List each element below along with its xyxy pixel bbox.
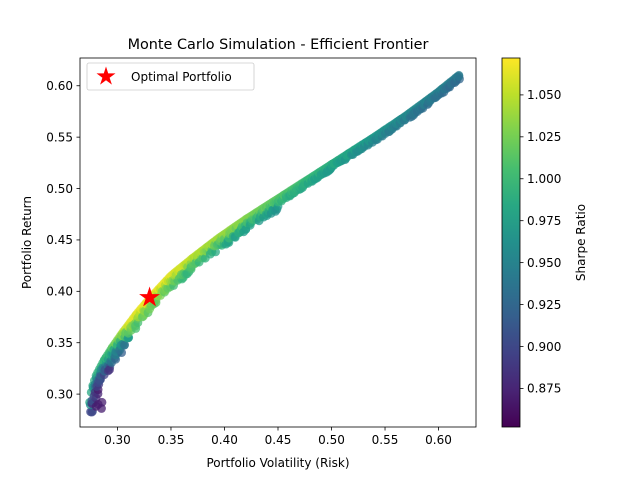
legend-entry-optimal-portfolio: Optimal Portfolio — [131, 70, 232, 84]
x-tick-label: 0.40 — [211, 433, 238, 447]
colorbar-tick-label: 1.000 — [527, 172, 561, 186]
colorbar-label: Sharpe Ratio — [574, 204, 588, 281]
x-tick-label: 0.45 — [265, 433, 292, 447]
x-tick-label: 0.60 — [425, 433, 452, 447]
y-tick-label: 0.35 — [46, 336, 73, 350]
y-tick-label: 0.50 — [46, 182, 73, 196]
colorbar — [502, 58, 520, 427]
y-tick-label: 0.45 — [46, 233, 73, 247]
colorbar-frame — [501, 57, 521, 428]
legend-star-marker — [96, 66, 116, 85]
colorbar-tick-label: 0.875 — [527, 382, 561, 396]
scatter-point — [97, 404, 106, 413]
colorbar-ticks: 0.875 0.900 0.925 0.950 0.975 1.000 1.025 1.050 — [520, 88, 561, 396]
colorbar-tick-label: 1.025 — [527, 130, 561, 144]
x-tick-label: 0.50 — [318, 433, 345, 447]
x-axis-ticks: 0.30 0.35 0.40 0.45 0.50 0.55 0.60 — [104, 427, 452, 447]
y-tick-label: 0.55 — [46, 130, 73, 144]
x-tick-label: 0.30 — [104, 433, 131, 447]
y-axis-ticks: 0.30 0.35 0.40 0.45 0.50 0.55 0.60 — [46, 79, 80, 401]
scatter-point — [120, 340, 129, 350]
x-tick-label: 0.35 — [158, 433, 185, 447]
colorbar-tick-label: 1.050 — [527, 88, 561, 102]
y-tick-label: 0.30 — [46, 387, 73, 401]
legend: Optimal Portfolio — [86, 62, 255, 91]
colorbar-tick-label: 0.950 — [527, 256, 561, 270]
optimal-portfolio-marker — [139, 286, 160, 307]
x-tick-label: 0.55 — [372, 433, 399, 447]
y-tick-label: 0.60 — [46, 79, 73, 93]
chart-title: Monte Carlo Simulation - Efficient Front… — [128, 37, 429, 53]
legend-box — [86, 62, 255, 91]
optimal-portfolio-layer — [139, 286, 160, 307]
y-tick-label: 0.40 — [46, 285, 73, 299]
x-axis-label: Portfolio Volatility (Risk) — [206, 456, 349, 470]
colorbar-tick-label: 0.900 — [527, 340, 561, 354]
scatter-point — [454, 71, 464, 81]
scatter-point — [105, 365, 114, 375]
y-axis-label: Portfolio Return — [20, 196, 34, 289]
colorbar-tick-label: 0.975 — [527, 214, 561, 228]
colorbar-tick-label: 0.925 — [527, 298, 561, 312]
